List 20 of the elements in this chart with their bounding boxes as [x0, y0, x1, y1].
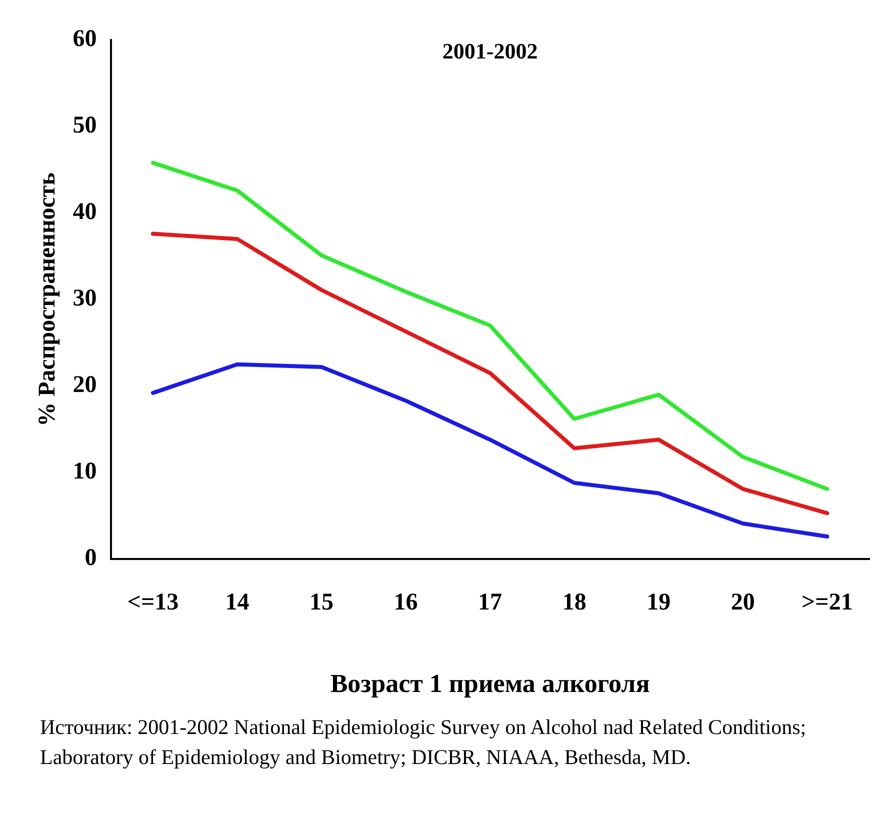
x-tick-label: 18 [562, 590, 586, 616]
x-tick-label: 15 [309, 590, 334, 616]
y-tick-label: 20 [72, 372, 97, 398]
y-tick-label: 50 [72, 112, 97, 139]
x-tick-label: 14 [225, 590, 250, 616]
x-tick-label: >=21 [801, 590, 853, 616]
y-tick-label: 0 [84, 545, 97, 572]
y-axis-title: % Распространенность [34, 172, 61, 426]
y-tick-label: 30 [72, 286, 97, 312]
x-tick-label: 17 [478, 590, 502, 616]
y-tick-label: 60 [72, 26, 97, 52]
x-tick-label: 16 [394, 590, 418, 616]
x-tick-label: 20 [730, 590, 755, 616]
x-tick-label: 19 [646, 590, 671, 616]
y-tick-label: 40 [72, 199, 97, 226]
x-axis-title: Возраст 1 приема алкоголя [330, 669, 650, 698]
text: Источник: 2001-2002 National Epidemiologic Survey on Alcohol nad Related Conditions; Laboratory of Epidemiology and Biometry; DICBR, NIAAA, Bethesda, MD. [40, 714, 808, 771]
x-tick-label: <=13 [127, 590, 179, 616]
chart-title: 2001-2002 [442, 38, 538, 64]
y-tick-label: 10 [72, 458, 97, 485]
